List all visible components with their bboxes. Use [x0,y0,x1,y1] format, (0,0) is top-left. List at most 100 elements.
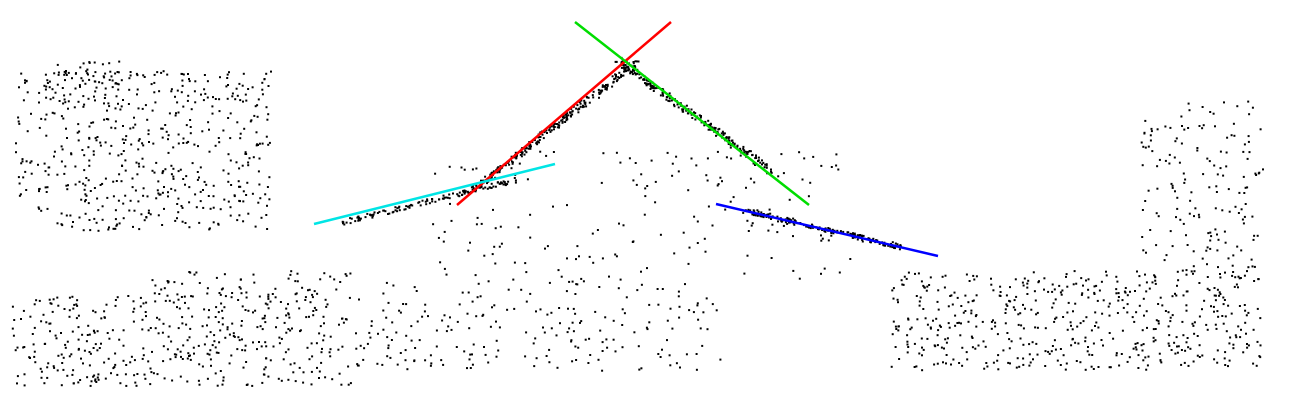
point [114,107,117,110]
point [709,125,712,128]
point [1180,363,1183,366]
point [706,179,709,182]
point [1182,222,1185,225]
point [892,287,895,290]
point [1175,294,1178,297]
point [1245,332,1247,335]
point [1018,365,1021,368]
point [129,199,132,202]
point [583,99,586,102]
point [358,219,361,222]
point [986,365,989,368]
point [229,159,232,162]
point [166,294,169,297]
point [434,200,437,203]
point [1182,294,1185,297]
point [862,234,865,237]
point [611,85,614,88]
point [1198,356,1201,358]
point [222,376,225,379]
point [137,200,140,203]
point [130,355,133,358]
point [1240,249,1243,252]
point [95,221,98,224]
point [708,123,711,126]
point [1142,297,1145,300]
point [1070,344,1073,347]
point [20,318,22,320]
point [1251,265,1254,268]
point [359,217,362,220]
point [602,152,605,155]
point [798,151,801,154]
point [1219,167,1222,170]
point [176,293,179,296]
point [86,72,89,75]
point [1020,324,1023,327]
point [1097,366,1100,368]
point [431,200,434,203]
point [568,280,571,283]
point [869,241,872,244]
point [839,230,842,233]
point [742,147,745,150]
point [648,303,651,306]
point [43,343,46,345]
point [502,180,505,183]
point [1176,284,1178,287]
point [60,223,63,226]
point [443,196,446,199]
point [1165,254,1168,257]
point [340,383,343,386]
point [620,73,623,76]
point [1213,164,1216,167]
point [556,366,559,369]
point [1062,316,1065,318]
point [1184,349,1187,352]
point [571,321,574,324]
point [812,155,815,158]
point [620,75,623,77]
point [1158,352,1161,355]
point [613,78,616,80]
point [45,321,48,324]
point [922,308,925,310]
point [1201,106,1204,108]
point [304,299,307,301]
point [60,212,63,215]
point [110,372,112,375]
point [577,346,580,349]
point [903,275,906,278]
point [166,73,169,76]
point [244,349,247,352]
point [181,358,184,360]
point [140,213,143,216]
point [78,130,81,133]
point [1084,336,1087,339]
point [153,73,156,76]
point [1212,112,1215,115]
point [322,315,325,318]
point [1169,230,1172,233]
point [764,163,767,166]
point [456,320,459,323]
point [525,271,528,274]
point [331,378,334,381]
point [1048,352,1051,355]
point [408,204,411,207]
point [231,92,234,95]
point [807,195,810,198]
point [107,357,110,360]
point [1156,165,1159,168]
point [742,211,745,214]
point [1014,278,1017,281]
point [69,93,72,96]
point [440,359,443,362]
point [94,71,97,74]
point [1214,323,1217,326]
point [1051,306,1054,309]
point [475,315,478,318]
point [662,94,665,97]
point [68,296,71,299]
point [1105,274,1108,277]
